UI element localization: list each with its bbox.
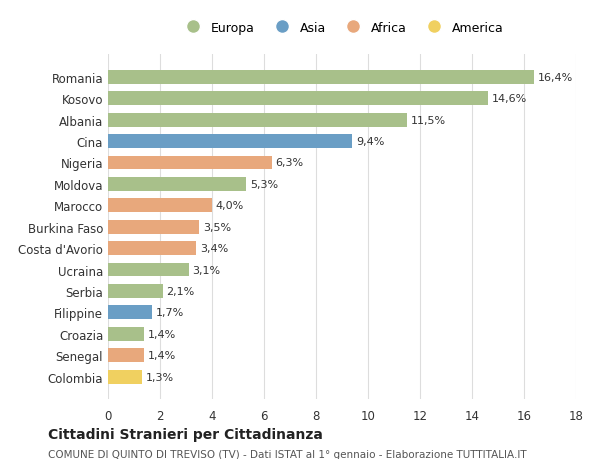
- Bar: [108, 92, 488, 106]
- Bar: [108, 156, 272, 170]
- Text: 5,3%: 5,3%: [250, 179, 278, 190]
- Text: 6,3%: 6,3%: [276, 158, 304, 168]
- Text: Cittadini Stranieri per Cittadinanza: Cittadini Stranieri per Cittadinanza: [48, 427, 323, 441]
- Bar: [108, 113, 407, 127]
- Bar: [108, 220, 199, 234]
- Bar: [108, 327, 145, 341]
- Text: 14,6%: 14,6%: [491, 94, 527, 104]
- Text: 1,4%: 1,4%: [148, 329, 176, 339]
- Bar: [108, 135, 352, 149]
- Text: 11,5%: 11,5%: [411, 115, 446, 125]
- Text: 3,4%: 3,4%: [200, 244, 229, 253]
- Bar: [108, 178, 246, 191]
- Bar: [108, 199, 212, 213]
- Text: 1,4%: 1,4%: [148, 350, 176, 360]
- Text: 2,1%: 2,1%: [167, 286, 195, 296]
- Text: 3,5%: 3,5%: [203, 222, 231, 232]
- Bar: [108, 71, 535, 84]
- Bar: [108, 370, 142, 384]
- Text: COMUNE DI QUINTO DI TREVISO (TV) - Dati ISTAT al 1° gennaio - Elaborazione TUTTI: COMUNE DI QUINTO DI TREVISO (TV) - Dati …: [48, 449, 527, 459]
- Text: 1,7%: 1,7%: [156, 308, 184, 318]
- Text: 3,1%: 3,1%: [193, 265, 221, 275]
- Bar: [108, 241, 196, 256]
- Legend: Europa, Asia, Africa, America: Europa, Asia, Africa, America: [176, 17, 508, 39]
- Text: 9,4%: 9,4%: [356, 137, 385, 147]
- Bar: [108, 348, 145, 362]
- Bar: [108, 284, 163, 298]
- Text: 4,0%: 4,0%: [216, 201, 244, 211]
- Bar: [108, 306, 152, 319]
- Bar: [108, 263, 188, 277]
- Text: 1,3%: 1,3%: [146, 372, 174, 382]
- Text: 16,4%: 16,4%: [538, 73, 574, 83]
